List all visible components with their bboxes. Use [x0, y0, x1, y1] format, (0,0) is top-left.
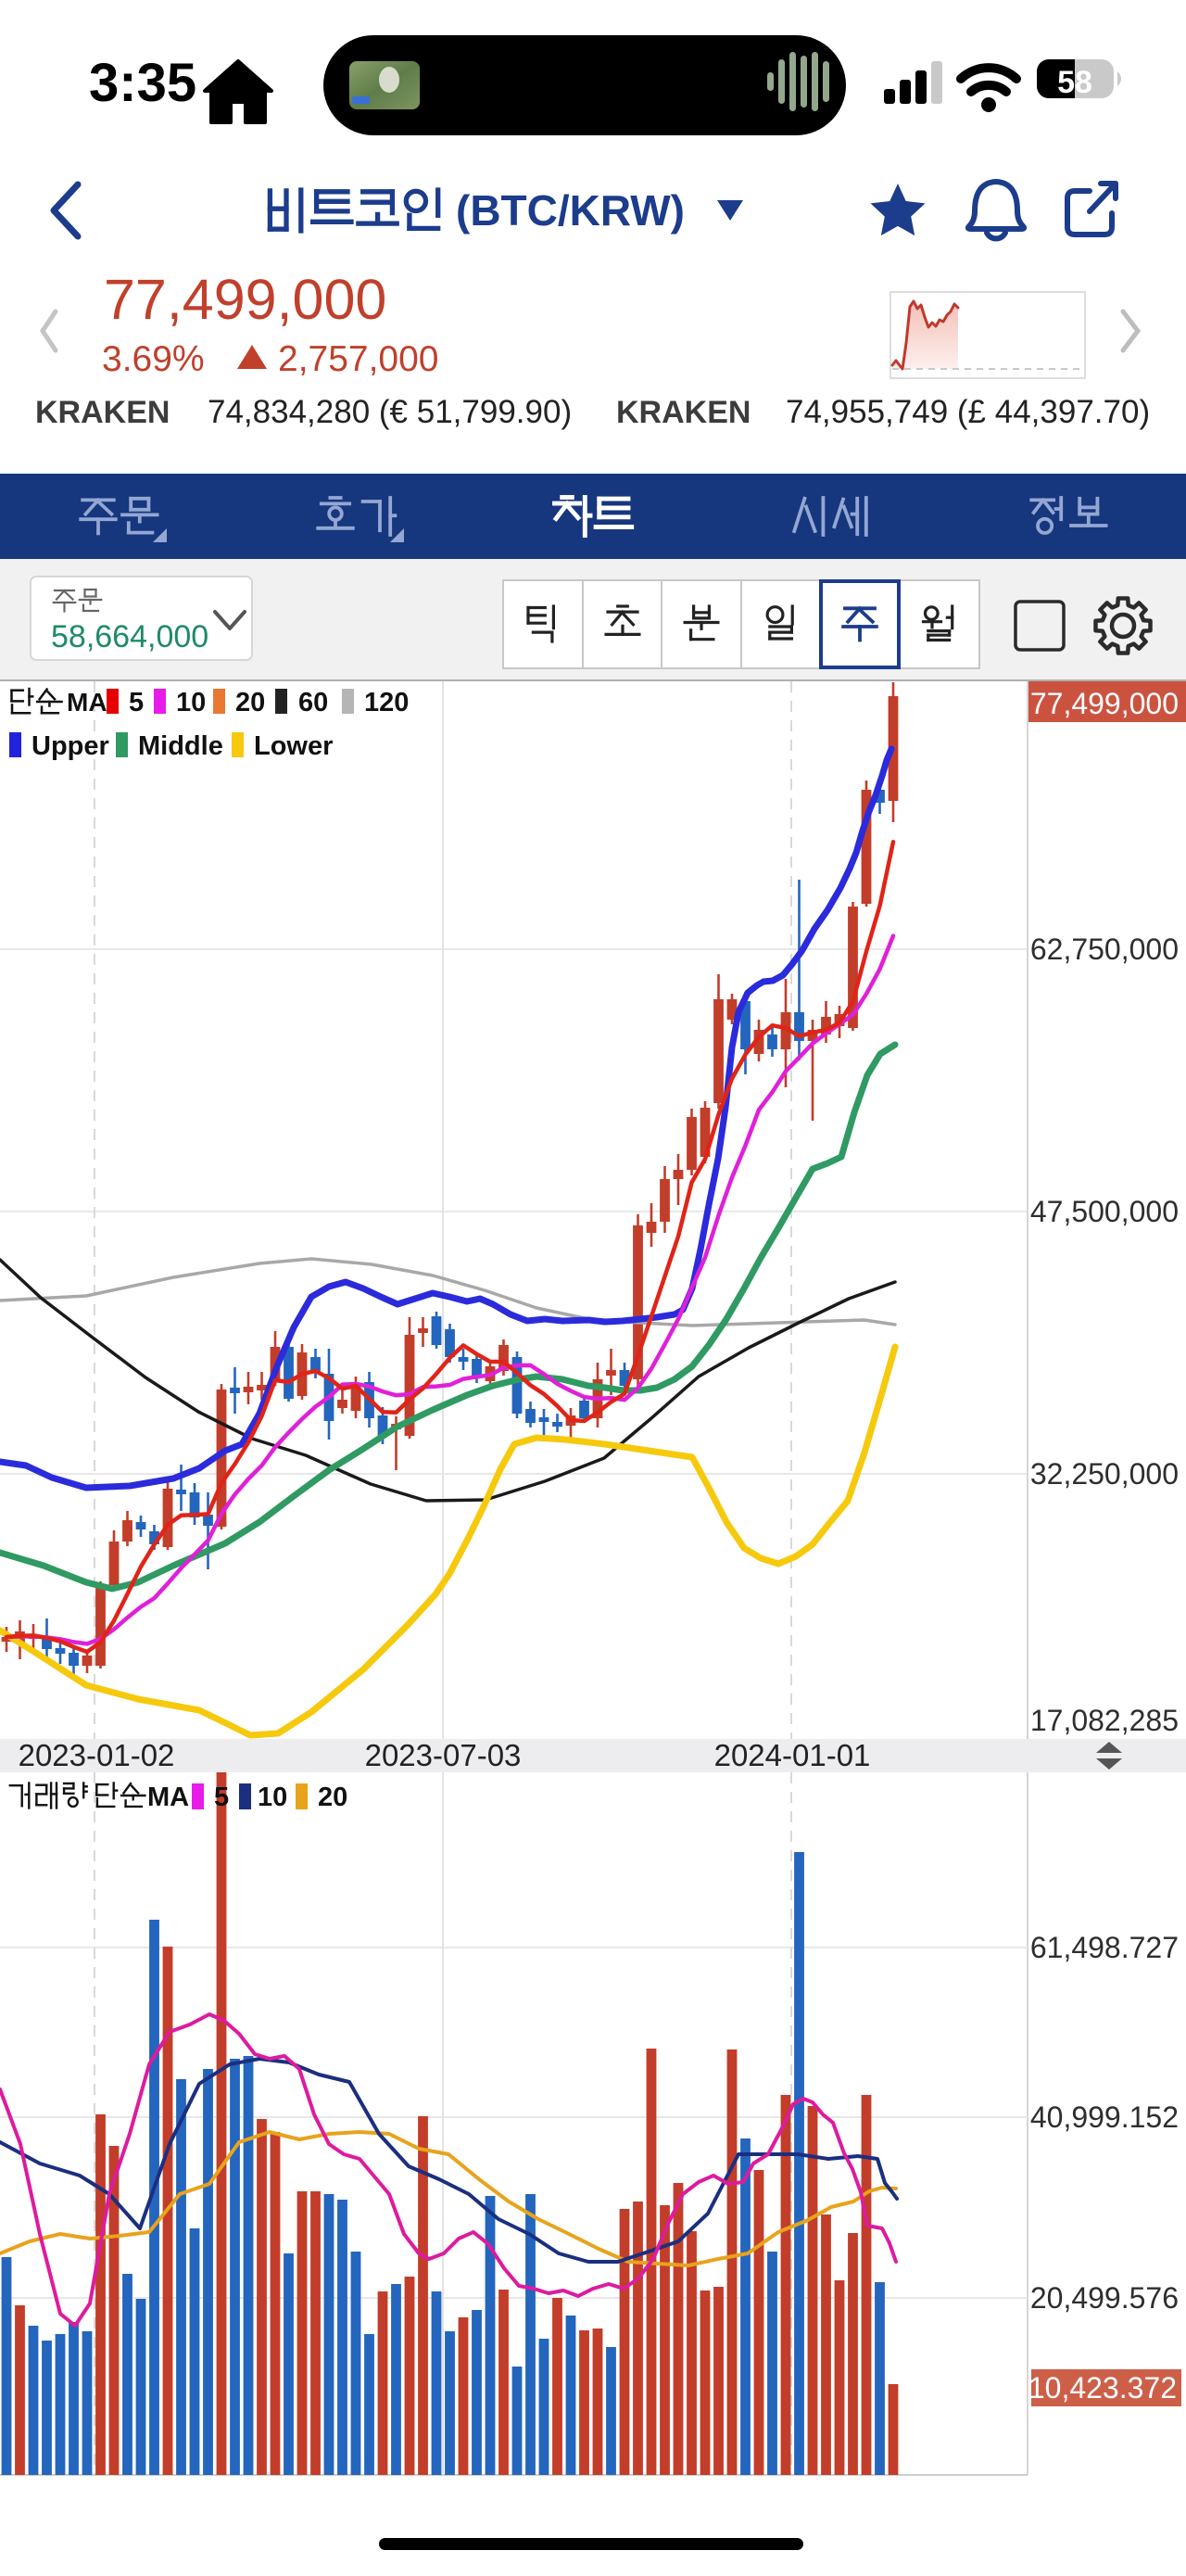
- svg-text:Upper: Upper: [32, 731, 109, 761]
- svg-text:10: 10: [176, 688, 206, 717]
- svg-text:47,500,000: 47,500,000: [1030, 1195, 1179, 1228]
- svg-text:120: 120: [364, 688, 409, 717]
- svg-text:MA: MA: [67, 688, 107, 717]
- svg-text:40,999.152: 40,999.152: [1030, 2100, 1179, 2134]
- svg-text:17,082,285: 17,082,285: [1030, 1704, 1179, 1737]
- svg-text:74,834,280 (€ 51,799.90): 74,834,280 (€ 51,799.90): [208, 394, 572, 430]
- svg-text:20: 20: [235, 688, 265, 717]
- svg-text:58,664,000: 58,664,000: [51, 619, 208, 654]
- svg-text:62,750,000: 62,750,000: [1030, 933, 1179, 966]
- svg-text:5: 5: [129, 688, 144, 717]
- svg-text:10,423.372: 10,423.372: [1028, 2371, 1177, 2405]
- svg-text:Lower: Lower: [254, 731, 333, 761]
- svg-text:60: 60: [298, 688, 328, 717]
- svg-text:KRAKEN: KRAKEN: [616, 395, 751, 430]
- svg-text:2,757,000: 2,757,000: [278, 339, 439, 379]
- svg-text:2023-01-02: 2023-01-02: [19, 1738, 175, 1772]
- svg-text:2024-01-01: 2024-01-01: [714, 1738, 871, 1772]
- svg-text:2023-07-03: 2023-07-03: [365, 1738, 522, 1772]
- svg-text:32,250,000: 32,250,000: [1030, 1457, 1179, 1491]
- svg-text:58: 58: [1057, 65, 1092, 100]
- svg-text:3.69%: 3.69%: [102, 339, 205, 379]
- svg-text:Middle: Middle: [138, 731, 223, 761]
- svg-text:20: 20: [318, 1783, 347, 1812]
- svg-text:74,955,749 (£ 44,397.70): 74,955,749 (£ 44,397.70): [786, 394, 1150, 430]
- svg-text:(BTC/KRW): (BTC/KRW): [456, 186, 685, 235]
- svg-text:61,498.727: 61,498.727: [1030, 1931, 1179, 1964]
- svg-text:5: 5: [214, 1783, 229, 1812]
- svg-text:77,499,000: 77,499,000: [104, 268, 386, 331]
- svg-text:77,499,000: 77,499,000: [1030, 687, 1179, 720]
- svg-text:3:35: 3:35: [89, 53, 196, 113]
- svg-text:KRAKEN: KRAKEN: [35, 395, 170, 430]
- svg-text:10: 10: [258, 1783, 287, 1812]
- svg-text:MA: MA: [147, 1783, 189, 1812]
- svg-text:20,499.576: 20,499.576: [1030, 2281, 1179, 2315]
